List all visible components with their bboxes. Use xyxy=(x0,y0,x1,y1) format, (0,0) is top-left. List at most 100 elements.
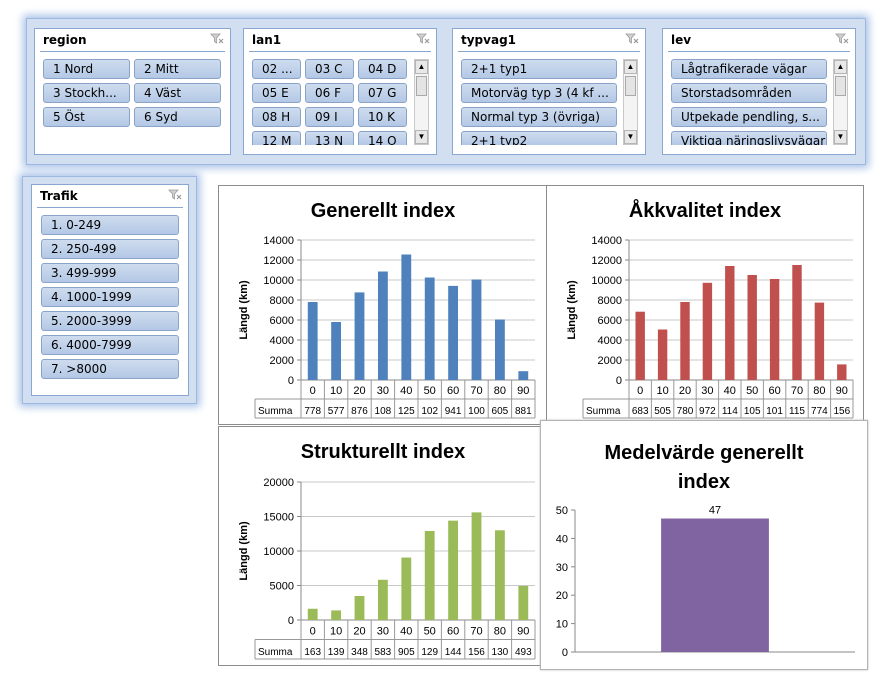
table-cell: 780 xyxy=(677,406,694,417)
clear-filter-icon[interactable] xyxy=(210,33,224,45)
y-tick-label: 20000 xyxy=(263,477,294,489)
scroll-down-icon[interactable]: ▼ xyxy=(834,130,847,144)
scrollbar[interactable]: ▲ ▼ xyxy=(833,59,848,145)
slicer-item[interactable]: 06 F xyxy=(305,83,354,103)
table-cell: 101 xyxy=(766,406,783,417)
slicer-item[interactable]: 03 C xyxy=(305,59,354,79)
slicer-item[interactable]: 5 Öst xyxy=(43,107,130,127)
scroll-down-icon[interactable]: ▼ xyxy=(624,130,637,144)
scrollbar[interactable]: ▲ ▼ xyxy=(623,59,638,145)
table-cell: 972 xyxy=(699,406,716,417)
slicer-item[interactable]: 2+1 typ2 xyxy=(461,131,617,145)
slicer-lan1[interactable]: lan1 02 ... 03 C 04 D 05 E 06 F 07 G 08 … xyxy=(243,28,437,155)
slicer-item[interactable]: Viktiga näringslivsvägar xyxy=(671,131,827,145)
scroll-up-icon[interactable]: ▲ xyxy=(624,60,637,74)
slicer-item[interactable]: 1. 0-249 xyxy=(41,215,179,235)
x-tick-label: 80 xyxy=(813,385,825,397)
slicer-trafik[interactable]: Trafik 1. 0-249 2. 250-499 3. 499-999 4.… xyxy=(31,184,189,396)
y-tick-label: 10000 xyxy=(263,546,294,558)
scroll-thumb[interactable] xyxy=(625,76,636,96)
y-tick-label: 12000 xyxy=(263,255,294,267)
slicer-item[interactable]: 08 H xyxy=(252,107,301,127)
chart-strukturellt-index[interactable]: Strukturellt index 0 5000 10000 15000 20000 L… xyxy=(218,426,548,666)
clear-filter-icon[interactable] xyxy=(835,33,849,45)
clear-filter-icon[interactable] xyxy=(416,33,430,45)
bar xyxy=(354,292,365,380)
slicer-item[interactable]: 1 Nord xyxy=(43,59,130,79)
slicer-item[interactable]: 2+1 typ1 xyxy=(461,59,617,79)
slicer-item[interactable]: Motorväg typ 3 (4 kf ... xyxy=(461,83,617,103)
slicer-item[interactable]: 4. 1000-1999 xyxy=(41,287,179,307)
scroll-up-icon[interactable]: ▲ xyxy=(415,60,428,74)
chart-akkvalitet-index-plot: 0 2000 4000 6000 8000 10000 12000 14000 Längd (k… xyxy=(566,235,854,419)
bar xyxy=(331,322,342,380)
slicer-item[interactable]: 09 I xyxy=(305,107,354,127)
slicer-item[interactable]: Utpekade pendling, s... xyxy=(671,107,827,127)
slicer-item[interactable]: 7. >8000 xyxy=(41,359,179,379)
clear-filter-icon[interactable] xyxy=(625,33,639,45)
y-tick-label: 4000 xyxy=(270,335,294,347)
x-tick-label: 0 xyxy=(637,385,643,397)
slicer-item[interactable]: 6 Syd xyxy=(134,107,221,127)
slicer-item[interactable]: 05 E xyxy=(252,83,301,103)
x-tick-label: 90 xyxy=(517,626,529,638)
slicer-region[interactable]: region 1 Nord 2 Mitt 3 Stockh... 4 Väst … xyxy=(34,28,231,155)
scroll-up-icon[interactable]: ▲ xyxy=(834,60,847,74)
table-row-label: Summa xyxy=(586,406,621,417)
scrollbar[interactable]: ▲ ▼ xyxy=(414,59,429,145)
scroll-thumb[interactable] xyxy=(835,76,846,96)
bar xyxy=(792,265,802,380)
slicer-item[interactable]: 4 Väst xyxy=(134,83,221,103)
y-tick-label: 0 xyxy=(288,615,294,627)
slicer-region-title: region xyxy=(43,33,87,47)
y-tick-label: 8000 xyxy=(598,295,622,307)
bar xyxy=(377,579,388,620)
slicer-typvag1[interactable]: typvag1 2+1 typ1 Motorväg typ 3 (4 kf ..… xyxy=(452,28,646,155)
slicer-item[interactable]: 02 ... xyxy=(252,59,301,79)
slicer-item[interactable]: 3. 499-999 xyxy=(41,263,179,283)
slicer-item[interactable]: 2. 250-499 xyxy=(41,239,179,259)
clear-filter-icon[interactable] xyxy=(168,189,182,201)
chart-medelvarde-generellt-index[interactable]: Medelvärde generellt index 0 10 20 30 40 50 47 xyxy=(540,420,868,670)
slicer-item[interactable]: 04 D xyxy=(358,59,407,79)
x-tick-label: 60 xyxy=(447,385,459,397)
slicer-item[interactable]: 13 N xyxy=(305,131,354,145)
slicer-item[interactable]: 12 M xyxy=(252,131,301,145)
x-tick-label: 50 xyxy=(424,626,436,638)
slicer-item[interactable]: 2 Mitt xyxy=(134,59,221,79)
chart-title-line: index xyxy=(677,471,731,493)
slicer-item[interactable]: 10 K xyxy=(358,107,407,127)
x-tick-label: 90 xyxy=(517,385,529,397)
table-cell: 163 xyxy=(304,647,321,658)
slicer-item[interactable]: 6. 4000-7999 xyxy=(41,335,179,355)
slicer-item[interactable]: 14 O xyxy=(358,131,407,145)
table-cell: 105 xyxy=(744,406,761,417)
bar xyxy=(518,585,529,620)
scroll-thumb[interactable] xyxy=(416,76,427,96)
slicer-lev[interactable]: lev Lågtrafikerade vägar Storstadsområde… xyxy=(662,28,856,155)
y-axis-label: Längd (km) xyxy=(238,521,250,581)
bar xyxy=(331,610,342,620)
slicer-item[interactable]: 3 Stockh... xyxy=(43,83,130,103)
bar xyxy=(494,530,505,620)
slicer-item[interactable]: 07 G xyxy=(358,83,407,103)
scroll-down-icon[interactable]: ▼ xyxy=(415,130,428,144)
table-cell: 941 xyxy=(445,406,462,417)
table-cell: 905 xyxy=(398,647,415,658)
slicer-item[interactable]: Normal typ 3 (övriga) xyxy=(461,107,617,127)
table-row-label: Summa xyxy=(258,406,293,417)
chart-generellt-index[interactable]: Generellt index 0 2000 4000 6000 8000 10000 12… xyxy=(218,185,548,425)
slicer-item[interactable]: 5. 2000-3999 xyxy=(41,311,179,331)
y-tick-label: 6000 xyxy=(598,315,622,327)
bar xyxy=(354,595,365,620)
y-tick-label: 50 xyxy=(556,505,568,517)
slicer-item[interactable]: Lågtrafikerade vägar xyxy=(671,59,827,79)
table-cell: 881 xyxy=(515,406,532,417)
data-label: 47 xyxy=(709,505,721,517)
y-tick-label: 6000 xyxy=(270,315,294,327)
x-tick-label: 40 xyxy=(400,626,412,638)
x-tick-label: 30 xyxy=(377,626,389,638)
x-tick-label: 40 xyxy=(724,385,736,397)
chart-akkvalitet-index[interactable]: Åkkvalitet index 0 2000 4000 6000 8000 10000 1… xyxy=(546,185,864,425)
slicer-item[interactable]: Storstadsområden xyxy=(671,83,827,103)
